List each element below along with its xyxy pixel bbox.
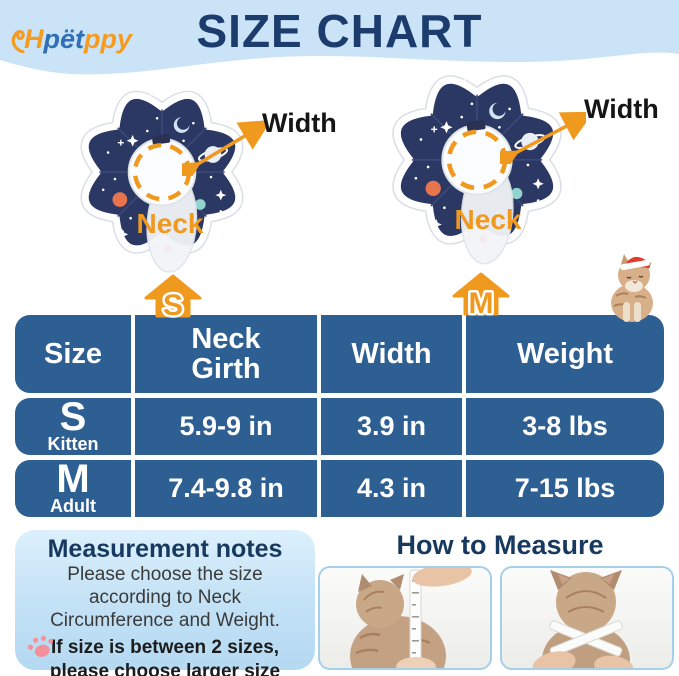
notes-line: Circumference and Weight. [50,609,280,631]
measure-photo-neck-length [318,566,492,670]
cell-weight-s: 3-8 lbs [466,398,664,455]
header-cell-size: Size [15,315,131,393]
size-arrow-s: S [144,274,202,318]
width-measure-arrow-m [500,112,586,164]
notes-line: according to Neck [88,586,242,608]
measurement-notes-card: Measurement notes Please choose the size… [15,530,315,676]
width-measure-arrow-s [182,120,266,176]
cell-neck-girth-m: 7.4-9.8 in [135,460,317,517]
page-title: SIZE CHART [196,5,483,57]
header-cell-width: Width [321,315,462,393]
paw-icon [27,635,54,657]
cell-width-s: 3.9 in [321,398,462,455]
size-tag [466,120,486,132]
width-label-m: Width [584,94,659,124]
cell-width-m: 4.3 in [321,460,462,517]
cone-image-s [80,90,244,273]
measure-photo-1-illustration [350,568,472,668]
size-sub-m: Adult [50,496,96,516]
notes-title: Measurement notes [47,535,283,563]
how-to-measure-title: How to Measure [396,530,604,560]
cell-weight-m: 7-15 lbs [466,460,664,517]
measure-photo-neck-girth [500,566,674,670]
size-table-header-row: Size Neck Girth Width Weight [15,315,664,393]
table-row-s: S Kitten 5.9-9 in 3.9 in 3-8 lbs [15,395,664,455]
logo-part-3: ppy [84,24,133,54]
header-cell-weight: Weight [466,315,664,393]
notes-line: Please choose the size [67,564,263,585]
cell-size-m: M Adult [15,457,131,517]
size-tag [151,133,171,145]
cell-neck-girth-s: 5.9-9 in [135,398,317,455]
size-letter-m: M [56,457,90,501]
notes-bold-line: please choose larger size [49,661,281,676]
measure-photo-2-illustration [532,570,634,668]
size-arrow-letter-s: S [163,289,183,318]
header-wave-band [0,0,679,75]
size-sub-s: Kitten [47,434,99,454]
neck-label-s: Neck [136,208,204,239]
logo-part-2: pët [43,24,85,54]
size-arrow-letter-m: M [469,287,494,316]
table-row-m: M Adult 7.4-9.8 in 4.3 in 7-15 lbs [15,457,664,517]
santa-cat-image [611,253,657,322]
width-label-s: Width [262,108,337,138]
logo-part-1: H [24,24,44,54]
header-cell-neck-girth: Neck Girth [135,315,317,393]
notes-bold-line: If size is between 2 sizes, [50,637,280,659]
neck-label-m: Neck [454,204,522,235]
size-letter-s: S [59,395,87,439]
cat-tail-icon [11,30,25,53]
cone-image-m [392,75,562,265]
size-arrow-m: M [452,272,510,316]
cell-size-s: S Kitten [15,395,131,455]
